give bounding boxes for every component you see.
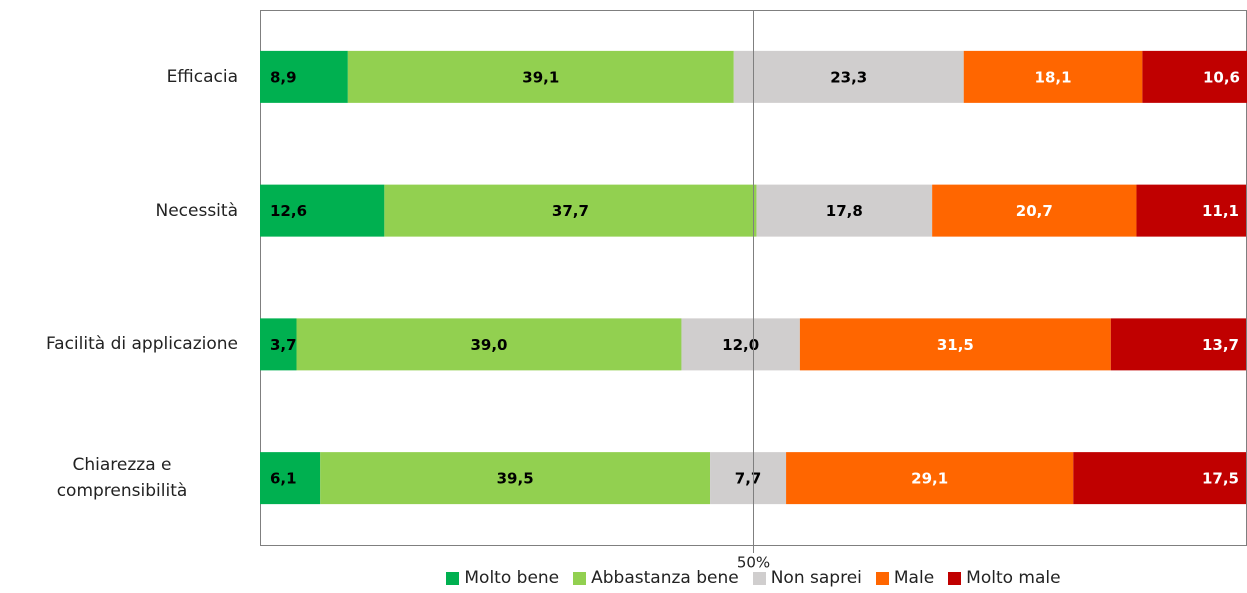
legend-item: Molto bene (446, 568, 559, 588)
legend-swatch (446, 571, 460, 585)
bar-segment (320, 452, 711, 505)
legend-item: Molto male (948, 568, 1061, 588)
x-tick-label: 50% (737, 554, 770, 572)
category-text: Necessità (155, 200, 238, 221)
bar-segment (786, 452, 1074, 505)
data-label: 20,7 (1016, 202, 1053, 220)
bar-segment (963, 50, 1143, 103)
bar-segment (681, 318, 800, 371)
data-label: 6,1 (270, 470, 297, 488)
data-label: 10,6 (1203, 68, 1240, 86)
bar-segment (384, 184, 757, 237)
data-label: 3,7 (270, 336, 297, 354)
legend-label: Molto bene (464, 568, 560, 588)
legend-label: Non saprei (770, 568, 862, 588)
bar-segment (756, 184, 933, 237)
data-label: 39,1 (522, 68, 559, 86)
data-label: 17,8 (826, 202, 863, 220)
bar-segment (296, 318, 682, 371)
legend-label: Abbastanza bene (591, 568, 739, 588)
data-label: 23,3 (830, 68, 867, 86)
bar-segment (1136, 184, 1247, 237)
category-text: Efficacia (166, 66, 238, 87)
legend-swatch (948, 571, 962, 585)
bar-segment (710, 452, 787, 505)
legend-item: Male (875, 568, 935, 588)
category-text: Facilità di applicazione (45, 334, 238, 355)
bar-segment (1073, 452, 1247, 505)
data-label: 18,1 (1035, 68, 1072, 86)
data-label: 7,7 (735, 470, 762, 488)
category-label: Chiarezza e comprensibilità (0, 452, 238, 504)
legend-label: Molto male (966, 568, 1061, 588)
category-label: Facilità di applicazione (0, 331, 238, 357)
bar-segment (1110, 318, 1247, 371)
bar-segment (260, 452, 321, 505)
legend-swatch (752, 571, 766, 585)
data-label: 39,0 (470, 336, 507, 354)
data-label: 39,5 (497, 470, 534, 488)
data-label: 8,9 (270, 68, 297, 86)
data-label: 12,6 (270, 202, 307, 220)
legend: Molto bene Abbastanza bene Non saprei Male M… (260, 568, 1247, 588)
category-text: Chiarezza e comprensibilità (56, 455, 188, 502)
bar-segment (1142, 50, 1247, 103)
legend-item: Non saprei (752, 568, 862, 588)
data-label: 13,7 (1202, 336, 1239, 354)
bar-segment (932, 184, 1137, 237)
bar-segment (260, 50, 348, 103)
legend-swatch (875, 571, 889, 585)
data-label: 12,0 (722, 336, 759, 354)
data-label: 11,1 (1202, 202, 1239, 220)
bar-segment (347, 50, 734, 103)
legend-label: Male (893, 568, 935, 588)
bar-segment (260, 318, 297, 371)
legend-swatch (573, 571, 587, 585)
bar-segment (260, 184, 385, 237)
category-label: Necessità (0, 198, 238, 224)
data-label: 17,5 (1202, 470, 1239, 488)
data-label: 29,1 (911, 470, 948, 488)
data-label: 37,7 (552, 202, 589, 220)
category-label: Efficacia (0, 64, 238, 90)
bar-segment (799, 318, 1111, 371)
bar-segment (733, 50, 964, 103)
data-label: 31,5 (937, 336, 974, 354)
legend-item: Abbastanza bene (573, 568, 739, 588)
